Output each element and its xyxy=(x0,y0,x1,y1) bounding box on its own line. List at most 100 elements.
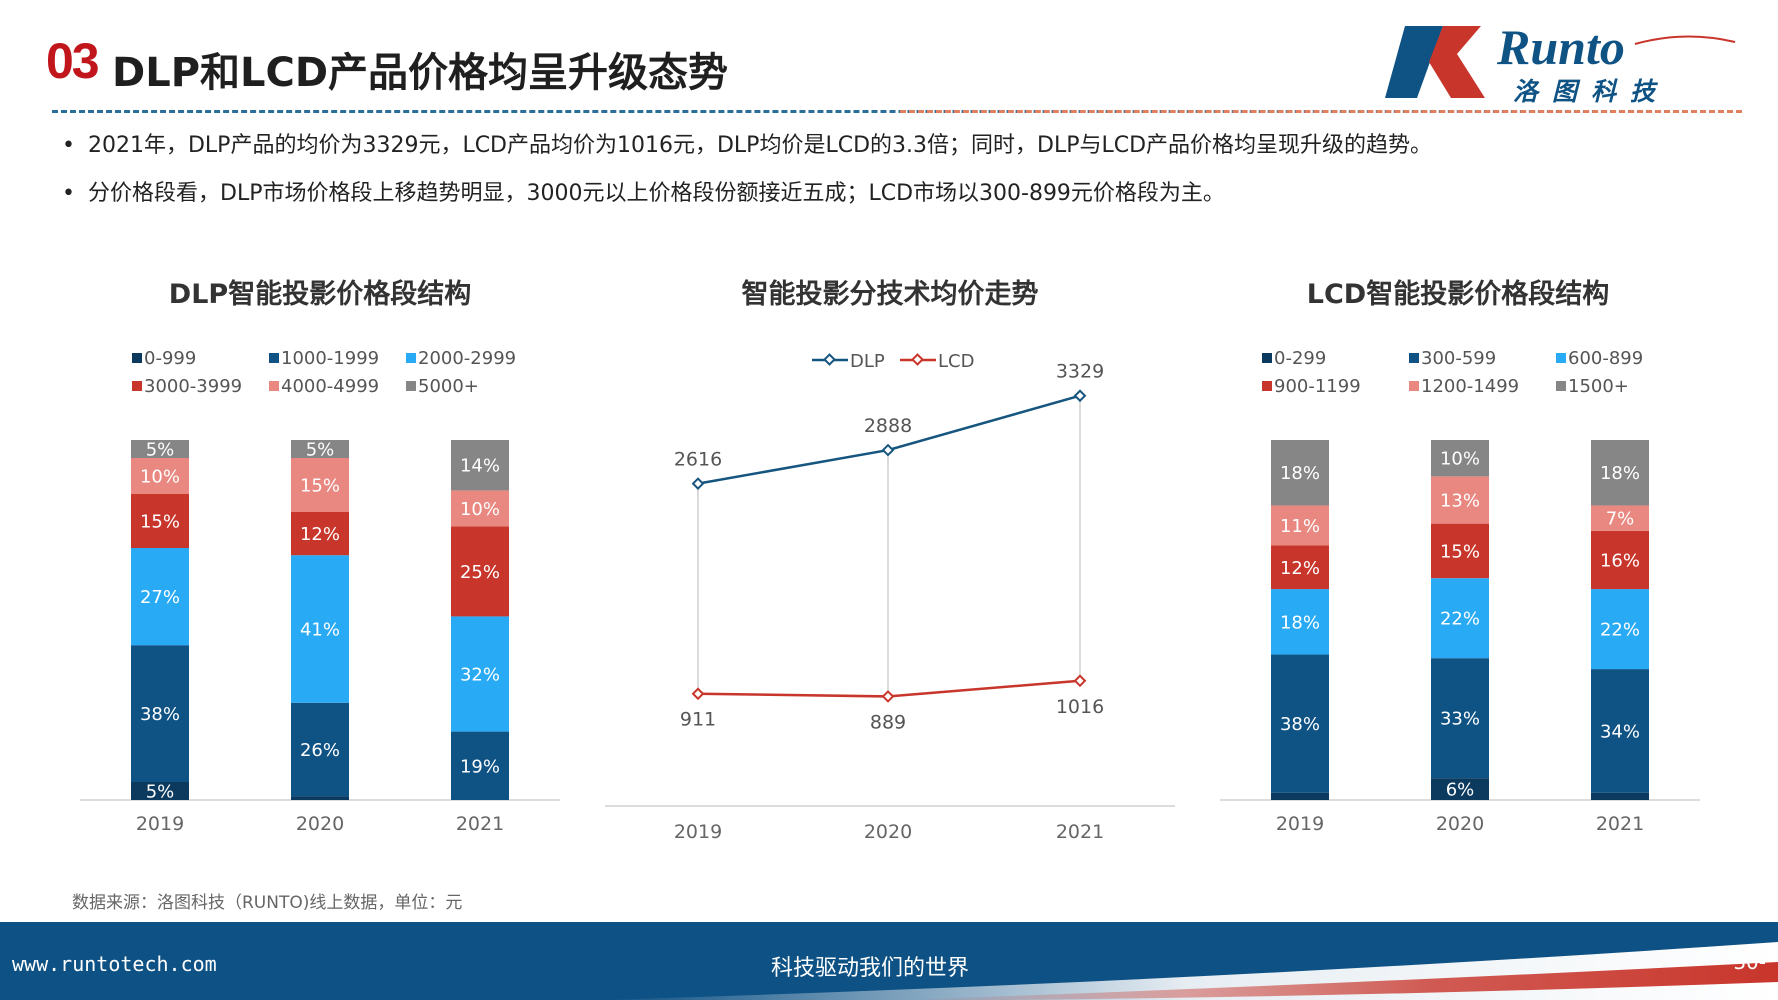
bar-data-label: 16% xyxy=(1600,550,1640,571)
bullet-marker: • xyxy=(62,133,75,158)
x-tick-label-2020: 2020 xyxy=(1436,813,1484,835)
bar-data-label: 22% xyxy=(1600,620,1640,641)
legend-item-1: 300-599 xyxy=(1409,348,1496,369)
bar-segment-2021-5000+ xyxy=(451,440,509,491)
bar-segment-2020-600-899 xyxy=(1431,578,1489,659)
runto-logo-mark: Runto 洛图科技 xyxy=(1385,19,1736,106)
legend-label: 300-599 xyxy=(1421,348,1496,369)
bar-data-label: 12% xyxy=(1280,558,1320,579)
bullet-marker: • xyxy=(62,181,75,206)
legend-marker xyxy=(911,353,924,366)
legend-label: 0-299 xyxy=(1274,348,1326,369)
bar-data-label: 18% xyxy=(1280,612,1320,633)
bar-segment-2019-4000-4999 xyxy=(131,458,189,494)
bar-data-label: 41% xyxy=(300,619,340,640)
legend-label: 900-1199 xyxy=(1274,376,1361,397)
data-label-DLP: 2888 xyxy=(864,415,912,437)
bar-segment-2020-3000-3999 xyxy=(291,512,349,556)
legend-label: 4000-4999 xyxy=(281,376,379,397)
bar-data-label: 5% xyxy=(146,781,175,802)
bar-data-label: 19% xyxy=(460,756,500,777)
legend-item-3: 3000-3999 xyxy=(132,376,242,397)
lcd-chart-title: LCD智能投影价格段结构 xyxy=(1306,279,1610,310)
legend-item-0: 0-999 xyxy=(132,348,196,369)
bar-data-label: 7% xyxy=(1606,509,1635,530)
page-title: DLP和LCD产品价格均呈升级态势 xyxy=(112,50,729,96)
lcd-price-structure-chart: 0-299 300-599 600-899 900-1199 1200-1499 1500… xyxy=(1220,348,1700,835)
bar-data-label: 5% xyxy=(146,439,175,460)
point-LCD-2021 xyxy=(1073,674,1087,688)
bar-data-label: 11% xyxy=(1280,516,1320,537)
bar-segment-2020-5000+ xyxy=(291,440,349,458)
legend-swatch xyxy=(269,381,279,391)
data-label-LCD: 1016 xyxy=(1056,696,1104,718)
bar-data-label: 34% xyxy=(1600,721,1640,742)
legend-item-3: 900-1199 xyxy=(1262,376,1361,397)
data-label-LCD: 911 xyxy=(680,709,716,731)
bar-data-label: 13% xyxy=(1440,490,1480,511)
legend-label: 2000-2999 xyxy=(418,348,516,369)
bar-segment-2019-3000-3999 xyxy=(131,494,189,548)
bar-segment-2019-5000+ xyxy=(131,440,189,458)
avg-price-trend-chart: DLP LCD 2616 2888 3329 911 889 1016 2019 2020 2021 xyxy=(605,351,1175,840)
bar-segment-2019-600-899 xyxy=(1271,589,1329,655)
legend-label: LCD xyxy=(938,351,974,372)
bar-segment-2019-0-999 xyxy=(131,782,189,800)
bar-segment-2019-300-599 xyxy=(1271,654,1329,793)
legend-swatch xyxy=(1409,353,1419,363)
dlp-chart-title: DLP智能投影价格段结构 xyxy=(168,279,472,310)
bar-data-label: 38% xyxy=(1280,714,1320,735)
legend-swatch xyxy=(132,381,142,391)
bar-segment-2021-3000-3999 xyxy=(451,526,509,617)
bar-segment-2020-1200-1499 xyxy=(1431,476,1489,524)
bar-segment-2019-0-299 xyxy=(1271,792,1329,800)
x-tick-label-2019: 2019 xyxy=(136,813,184,835)
data-source-note: 数据来源：洛图科技（RUNTO)线上数据，单位：元 xyxy=(72,893,463,913)
bar-data-label: 5% xyxy=(306,439,335,460)
legend-label: 1000-1999 xyxy=(281,348,379,369)
bar-data-label: 15% xyxy=(300,475,340,496)
bullet-text: 2021年，DLP产品的均价为3329元，LCD产品均价为1016元，DLP均价… xyxy=(88,133,1433,158)
bar-segment-2019-900-1199 xyxy=(1271,545,1329,590)
logo-text-cn: 洛图科技 xyxy=(1513,77,1669,106)
footer-slogan: 科技驱动我们的世界 xyxy=(770,956,969,981)
legend-swatch xyxy=(1262,353,1272,363)
data-label-LCD: 889 xyxy=(870,711,906,733)
bar-segment-2019-1200-1499 xyxy=(1271,505,1329,546)
bar-data-label: 22% xyxy=(1440,609,1480,630)
legend-label: 0-999 xyxy=(144,348,196,369)
point-DLP-2021 xyxy=(1073,389,1087,403)
bar-data-label: 26% xyxy=(300,740,340,761)
data-label-DLP: 2616 xyxy=(674,449,722,471)
legend-item-DLP: DLP xyxy=(812,351,885,372)
x-tick-label-2021: 2021 xyxy=(1056,821,1104,840)
series-line-DLP xyxy=(697,394,1081,485)
bullet-item: • 2021年，DLP产品的均价为3329元，LCD产品均价为1016元，DLP均… xyxy=(62,130,1432,178)
legend-swatch xyxy=(1556,353,1566,363)
legend-item-4: 4000-4999 xyxy=(269,376,379,397)
data-label-DLP: 3329 xyxy=(1056,361,1104,383)
point-LCD-2020 xyxy=(881,690,895,703)
bullet-item: • 分价格段看，DLP市场价格段上移趋势明显，3000元以上价格段份额接近五成；L… xyxy=(62,178,1432,226)
x-tick-label-2020: 2020 xyxy=(864,821,912,840)
bar-segment-2021-2000-2999 xyxy=(451,616,509,732)
bar-data-label: 32% xyxy=(460,664,500,685)
legend-item-LCD: LCD xyxy=(900,351,974,372)
point-DLP-2019 xyxy=(691,477,705,490)
dlp-price-structure-chart: 0-999 1000-1999 2000-2999 3000-3999 4000-499… xyxy=(80,348,560,835)
bar-data-label: 10% xyxy=(460,499,500,520)
footer-url-link[interactable]: www.runtotech.com xyxy=(12,952,217,976)
bar-segment-2021-900-1199 xyxy=(1591,530,1649,590)
x-tick-label-2021: 2021 xyxy=(1596,813,1644,835)
logo-text-en: Runto xyxy=(1496,20,1625,75)
bar-segment-2020-0-999 xyxy=(291,796,349,800)
bar-segment-2021-600-899 xyxy=(1591,589,1649,670)
point-DLP-2020 xyxy=(881,443,895,457)
bar-segment-2021-1500+ xyxy=(1591,440,1649,506)
legend-label: 600-899 xyxy=(1568,348,1643,369)
point-LCD-2019 xyxy=(691,687,705,701)
legend-item-2: 600-899 xyxy=(1556,348,1643,369)
legend-swatch xyxy=(1262,381,1272,391)
bar-segment-2020-1000-1999 xyxy=(291,702,349,797)
section-number: 03 xyxy=(46,33,100,89)
